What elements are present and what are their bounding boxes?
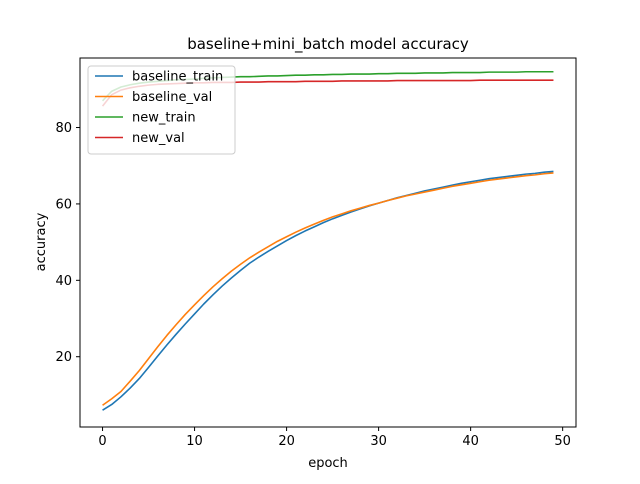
- y-axis: 20 40 60 80: [55, 121, 80, 365]
- x-tick-label: 50: [554, 434, 571, 449]
- x-tick-label: 20: [278, 434, 295, 449]
- x-tick-label: 40: [462, 434, 479, 449]
- legend: baseline_train baseline_val new_train new_v…: [87, 65, 236, 155]
- x-tick-label: 30: [370, 434, 387, 449]
- chart-title: baseline+mini_batch model accuracy: [187, 35, 469, 54]
- legend-box: [87, 65, 236, 155]
- plot-area-frame: [79, 57, 577, 428]
- series-line-baseline-train: [102, 170, 554, 411]
- legend-label-new-train: new_train: [132, 111, 196, 126]
- legend-label-new-val: new_val: [132, 131, 185, 146]
- y-tick-label: 60: [55, 197, 72, 212]
- legend-label-baseline-train: baseline_train: [132, 70, 223, 85]
- x-tick-label: 0: [98, 434, 106, 449]
- y-axis-label: accuracy: [34, 212, 49, 271]
- y-tick-label: 40: [55, 274, 72, 289]
- x-axis: 0 10 20 30 40 50: [98, 427, 571, 449]
- y-tick-label: 20: [55, 350, 72, 365]
- x-tick-label: 10: [186, 434, 203, 449]
- legend-label-baseline-val: baseline_val: [132, 90, 212, 105]
- x-axis-label: epoch: [308, 456, 348, 471]
- series-line-baseline-val: [102, 172, 554, 406]
- y-tick-label: 80: [55, 121, 72, 136]
